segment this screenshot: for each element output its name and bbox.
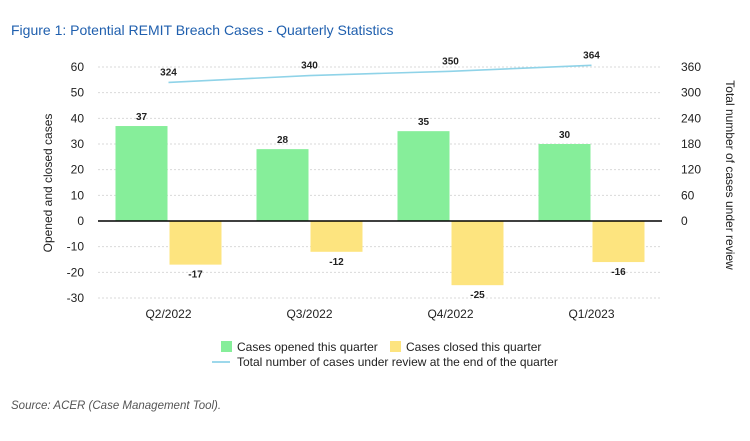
opened-value-label: 35 — [418, 117, 430, 128]
closed-value-label: -17 — [188, 270, 203, 281]
left-axis-ticks: -30 -20 -10 0 10 20 30 40 50 60 — [67, 60, 85, 305]
right-tick-label: 120 — [681, 163, 701, 177]
right-tick-label: 60 — [681, 188, 695, 202]
legend-label: Cases opened this quarter — [237, 340, 378, 354]
right-tick-label: 300 — [681, 86, 701, 100]
left-tick-label: 0 — [77, 214, 84, 228]
closed-bar — [592, 221, 645, 263]
opened-value-label: 37 — [136, 112, 148, 123]
bars — [115, 126, 645, 286]
opened-value-label: 28 — [277, 135, 289, 146]
left-tick-label: 50 — [71, 86, 85, 100]
legend: Cases opened this quarter Cases closed th… — [212, 340, 558, 369]
right-tick-label: 240 — [681, 111, 701, 125]
closed-bar — [451, 221, 504, 286]
right-tick-label: 0 — [681, 214, 688, 228]
opened-bar — [538, 144, 591, 221]
right-tick-label: 360 — [681, 60, 701, 74]
left-tick-label: 60 — [71, 60, 85, 74]
left-tick-label: -10 — [67, 240, 85, 254]
legend-swatch — [390, 341, 401, 352]
category-label: Q4/2022 — [427, 307, 473, 321]
left-tick-label: -20 — [67, 265, 85, 279]
total-value-label: 340 — [301, 61, 318, 72]
closed-value-label: -25 — [470, 290, 485, 301]
figure-source: Source: ACER (Case Management Tool). — [11, 400, 222, 412]
category-label: Q2/2022 — [145, 307, 191, 321]
total-cases-polyline — [168, 64, 592, 84]
legend-swatch — [221, 341, 232, 352]
closed-bar — [310, 221, 363, 252]
left-tick-label: 10 — [71, 188, 85, 202]
total-value-label: 364 — [583, 50, 600, 61]
right-tick-label: 180 — [681, 137, 701, 151]
left-tick-label: 40 — [71, 111, 85, 125]
legend-label: Cases closed this quarter — [406, 340, 541, 354]
data-labels: 37 -17 28 -12 35 -25 30 -16 324 340 350 364 — [136, 50, 626, 301]
right-axis-title: Total number of cases under review — [723, 80, 737, 270]
left-axis-title: Opened and closed cases — [41, 114, 55, 253]
left-tick-label: 30 — [71, 137, 85, 151]
opened-bar — [256, 149, 309, 221]
total-value-label: 350 — [442, 56, 459, 67]
left-tick-label: -30 — [67, 291, 85, 305]
closed-bar — [169, 221, 222, 265]
opened-bar — [115, 126, 168, 221]
opened-bar — [397, 131, 450, 221]
total-value-label: 324 — [160, 67, 177, 78]
category-label: Q1/2023 — [568, 307, 614, 321]
closed-value-label: -12 — [329, 257, 344, 268]
opened-value-label: 30 — [559, 130, 571, 141]
total-cases-line — [168, 64, 592, 84]
category-labels: Q2/2022 Q3/2022 Q4/2022 Q1/2023 — [145, 307, 614, 321]
left-tick-label: 20 — [71, 163, 85, 177]
category-label: Q3/2022 — [286, 307, 332, 321]
closed-value-label: -16 — [611, 267, 626, 278]
legend-label: Total number of cases under review at th… — [237, 355, 558, 369]
figure-title: Figure 1: Potential REMIT Breach Cases -… — [11, 22, 394, 38]
right-axis-ticks: 0 60 120 180 240 300 360 — [681, 60, 701, 228]
